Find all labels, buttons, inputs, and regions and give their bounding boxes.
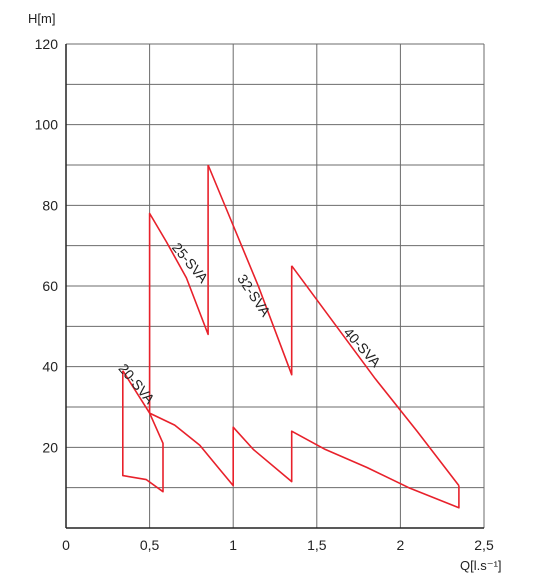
series-line-40-sva — [291, 265, 460, 487]
x-axis-label: Q[l.s⁻¹] — [460, 558, 502, 573]
y-tick-label: 120 — [35, 36, 59, 52]
y-tick-label: 80 — [42, 197, 58, 213]
curve-label-40-sva: 40-SVA — [341, 324, 385, 370]
y-tick-label: 60 — [42, 278, 58, 294]
x-tick-label: 1,5 — [307, 537, 327, 553]
y-tick-label: 40 — [42, 359, 58, 375]
x-tick-label: 0 — [62, 537, 70, 553]
series-line-base-1 — [149, 412, 460, 509]
series-line-25-sva — [148, 165, 209, 414]
grid — [66, 43, 485, 528]
x-tick-label: 2 — [397, 537, 405, 553]
x-tick-label: 0,5 — [140, 537, 160, 553]
x-tick-label: 2,5 — [474, 537, 494, 553]
curve-label-25-sva: 25-SVA — [169, 239, 212, 286]
y-tick-label: 20 — [42, 439, 58, 455]
tick-labels: 20 40 60 80 100 120 0 0,5 1 1,5 2 2,5 — [35, 36, 494, 553]
x-tick-label: 1 — [229, 537, 237, 553]
curve-label-20-sva: 20-SVA — [115, 360, 158, 407]
series-group — [122, 164, 460, 509]
series-line-32-sva — [207, 164, 293, 376]
y-tick-label: 100 — [35, 117, 59, 133]
y-axis-label: H[m] — [28, 11, 55, 26]
axes — [65, 44, 484, 529]
curve-label-32-sva: 32-SVA — [234, 271, 274, 320]
